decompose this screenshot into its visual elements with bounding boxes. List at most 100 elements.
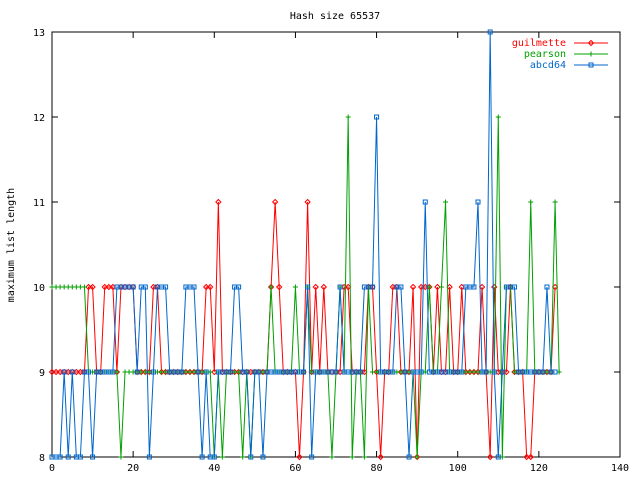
data-point bbox=[219, 454, 225, 460]
data-point bbox=[588, 62, 594, 68]
data-point bbox=[361, 454, 367, 460]
y-tick-label: 12 bbox=[33, 113, 45, 124]
data-point bbox=[409, 283, 417, 291]
data-point bbox=[77, 454, 83, 460]
data-point bbox=[486, 453, 494, 461]
data-point bbox=[312, 283, 319, 291]
chart-title: Hash size 65537 bbox=[290, 11, 380, 22]
data-point bbox=[292, 284, 298, 290]
data-point bbox=[85, 283, 92, 291]
data-point bbox=[81, 284, 87, 290]
x-tick-label: 20 bbox=[127, 463, 139, 474]
data-point bbox=[345, 114, 351, 120]
data-point bbox=[544, 284, 550, 290]
data-point bbox=[244, 369, 250, 375]
data-point bbox=[275, 283, 283, 291]
data-point bbox=[552, 369, 558, 375]
data-point bbox=[271, 198, 279, 206]
y-tick-label: 10 bbox=[33, 283, 45, 294]
data-point bbox=[422, 199, 428, 205]
data-point bbox=[240, 454, 246, 460]
y-tick-label: 13 bbox=[33, 28, 45, 39]
y-tick-label: 8 bbox=[39, 453, 45, 464]
data-point bbox=[163, 284, 169, 290]
data-point bbox=[398, 284, 404, 290]
legend-label: guilmette bbox=[512, 38, 566, 49]
data-point bbox=[90, 454, 96, 460]
data-point bbox=[118, 454, 124, 460]
data-point bbox=[146, 454, 152, 460]
data-point bbox=[370, 284, 376, 290]
data-point bbox=[527, 453, 534, 461]
x-tick-label: 40 bbox=[208, 463, 220, 474]
data-point bbox=[434, 283, 441, 291]
data-point bbox=[402, 369, 408, 375]
x-tick-label: 120 bbox=[530, 463, 548, 474]
data-point bbox=[309, 454, 315, 460]
series-line bbox=[52, 201, 556, 458]
series-layer bbox=[48, 29, 562, 461]
data-point bbox=[48, 368, 56, 376]
data-point bbox=[191, 284, 197, 290]
data-point bbox=[203, 369, 209, 375]
data-point bbox=[65, 454, 71, 460]
series-line bbox=[52, 31, 556, 458]
data-point bbox=[110, 369, 116, 375]
data-point bbox=[207, 283, 214, 291]
data-point bbox=[248, 454, 254, 460]
y-tick-label: 11 bbox=[33, 198, 45, 209]
data-point bbox=[202, 283, 210, 291]
data-point bbox=[540, 369, 546, 375]
x-tick-label: 140 bbox=[611, 463, 629, 474]
data-point bbox=[105, 283, 113, 291]
data-point bbox=[89, 283, 96, 291]
data-point bbox=[195, 369, 201, 375]
data-point bbox=[86, 369, 92, 375]
x-tick-label: 60 bbox=[289, 463, 301, 474]
data-point bbox=[588, 51, 594, 57]
data-point bbox=[587, 39, 595, 47]
data-point bbox=[512, 284, 518, 290]
data-point bbox=[471, 284, 477, 290]
data-point bbox=[142, 284, 148, 290]
data-point bbox=[256, 369, 262, 375]
data-point bbox=[150, 369, 156, 375]
data-point bbox=[495, 114, 501, 120]
data-point bbox=[459, 369, 465, 375]
data-point bbox=[260, 454, 266, 460]
data-point bbox=[179, 369, 185, 375]
x-tick-label: 0 bbox=[49, 463, 55, 474]
data-point bbox=[236, 284, 242, 290]
legend-label: pearson bbox=[524, 49, 566, 60]
data-point bbox=[390, 369, 396, 375]
data-point bbox=[414, 454, 420, 460]
data-point bbox=[305, 284, 311, 290]
data-point bbox=[406, 454, 412, 460]
data-point bbox=[130, 284, 136, 290]
plot-frame bbox=[51, 31, 621, 458]
data-point bbox=[52, 368, 60, 376]
data-point bbox=[483, 369, 489, 375]
data-point bbox=[475, 199, 481, 205]
legend-label: abcd64 bbox=[530, 60, 566, 71]
y-axis-label: maximum list length bbox=[6, 188, 17, 302]
series-abcd64 bbox=[49, 29, 558, 460]
data-point bbox=[443, 199, 449, 205]
data-point bbox=[333, 369, 339, 375]
data-point bbox=[357, 369, 363, 375]
data-point bbox=[374, 114, 380, 120]
axis-ticks: 0 20 40 60 80 100 120 140 8 9 10 11 12 13 bbox=[33, 28, 629, 474]
data-point bbox=[211, 454, 217, 460]
data-point bbox=[296, 453, 303, 461]
data-point bbox=[491, 369, 497, 375]
data-point bbox=[199, 454, 205, 460]
x-tick-label: 80 bbox=[371, 463, 383, 474]
data-point bbox=[552, 199, 558, 205]
data-point bbox=[337, 284, 343, 290]
data-point bbox=[57, 454, 63, 460]
data-point bbox=[495, 454, 501, 460]
data-point bbox=[438, 284, 444, 290]
data-point bbox=[304, 198, 311, 206]
